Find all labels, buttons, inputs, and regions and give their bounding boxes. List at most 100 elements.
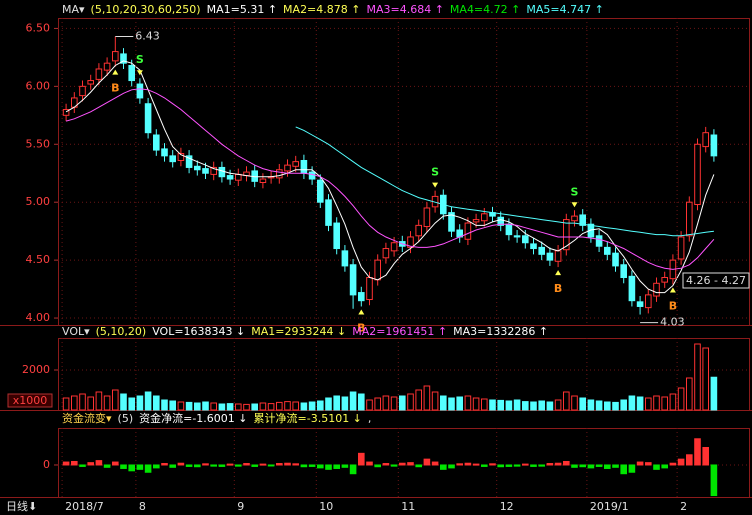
volume-bar <box>472 397 480 411</box>
volume-bar <box>251 403 258 411</box>
candle-body <box>112 51 119 62</box>
flow-bar <box>595 464 603 467</box>
volume-bar <box>669 393 677 411</box>
flow-bar <box>292 463 299 466</box>
y-tick-label: 5.00 <box>26 195 51 208</box>
volume-bar <box>579 397 587 411</box>
flow-bar <box>317 464 324 469</box>
volume-bar <box>79 393 86 411</box>
candle-body <box>390 242 398 252</box>
volume-bar <box>317 400 324 411</box>
candle-body <box>144 103 152 134</box>
flow-bar <box>358 452 365 466</box>
high-label: 6.43 <box>135 30 160 43</box>
volume-bar <box>366 399 373 411</box>
flow-bar <box>481 464 488 467</box>
flow-bar <box>267 464 275 467</box>
volume-bar <box>710 376 718 411</box>
flow-bar <box>497 464 504 468</box>
flow-bar <box>620 464 628 475</box>
flow-bar <box>202 463 209 466</box>
flow-bar <box>136 464 144 470</box>
flow-bar <box>112 461 119 466</box>
candle-body <box>497 216 504 226</box>
flow-bar <box>448 464 455 469</box>
candle-body <box>612 252 619 267</box>
flow-bar <box>505 464 513 467</box>
volume-bar <box>349 391 357 411</box>
flow-bar <box>103 464 111 468</box>
legend-entry: MA2=1961451 ↑ <box>352 325 447 338</box>
volume-bar <box>169 400 176 411</box>
volume-bar <box>612 401 619 411</box>
flow-bar <box>382 463 390 466</box>
flow-bar <box>472 463 480 466</box>
flow-bar <box>120 464 127 469</box>
flow-bar <box>333 464 340 469</box>
legend-entry: MA3=1332286 ↑ <box>453 325 548 338</box>
unit-box <box>7 393 53 408</box>
period-label[interactable]: 日线⬇ <box>6 499 37 513</box>
volume-bar <box>284 401 291 411</box>
y-tick-label: 5.50 <box>26 137 51 150</box>
volume-bar <box>686 377 693 411</box>
candle-body <box>136 83 144 99</box>
volume-bar <box>226 403 234 411</box>
flow-bar <box>686 454 693 466</box>
legend-entry: MA3=4.684 ↑ <box>366 3 443 16</box>
ma-line <box>65 60 715 294</box>
ma-line <box>65 88 715 270</box>
ma-line <box>295 126 714 237</box>
volume-bar <box>95 391 103 411</box>
flow-bar <box>177 462 185 466</box>
x-tick-label: 8 <box>139 500 146 513</box>
volume-bar <box>300 402 308 411</box>
volume-bar <box>571 395 578 411</box>
volume-bar <box>661 396 669 411</box>
candle-body <box>185 155 193 168</box>
candle-body <box>595 235 603 247</box>
candle-body <box>554 250 562 262</box>
volume-bar <box>694 343 701 411</box>
candle-body <box>103 62 111 71</box>
legend-entry: (5,10,20,30,60,250) <box>91 3 201 16</box>
volume-bar <box>267 403 275 411</box>
candle-body <box>472 219 480 223</box>
flow-bar <box>423 458 431 466</box>
volume-bar <box>185 401 193 411</box>
volume-bar <box>677 387 685 411</box>
candle-body <box>620 264 628 279</box>
candle-body <box>87 80 95 85</box>
candle-body <box>358 292 365 302</box>
range-box <box>682 272 750 289</box>
volume-bar <box>628 395 636 411</box>
candle-body <box>530 243 537 250</box>
volume-bar <box>481 398 488 411</box>
flow-bar <box>259 463 267 466</box>
candle-body <box>513 235 521 238</box>
volume-bar <box>177 401 185 411</box>
legend-entry: VOL▾ <box>62 325 90 338</box>
volume-bar <box>595 400 603 411</box>
volume-bar <box>243 403 250 411</box>
signal-arrow <box>571 202 578 208</box>
candle-body <box>645 294 652 309</box>
candle-body <box>292 161 299 167</box>
flow-bar <box>62 461 70 466</box>
y-tick-label: 0 <box>43 458 50 471</box>
flow-bar <box>95 460 103 466</box>
candle-body <box>366 277 373 301</box>
volume-bar <box>390 396 398 411</box>
signal-marker: B <box>111 82 119 95</box>
volume-bar <box>546 401 554 411</box>
flow-bar <box>702 447 710 466</box>
legend-entry: (5) <box>118 412 134 425</box>
legend-entry: MA5=4.747 ↑ <box>526 3 603 16</box>
flow-bar <box>153 464 160 469</box>
legend-entry: MA▾ <box>62 3 85 16</box>
volume-bar <box>308 401 316 411</box>
flow-bar <box>653 464 660 470</box>
volume-bar <box>464 395 472 411</box>
volume-bar <box>62 397 70 411</box>
